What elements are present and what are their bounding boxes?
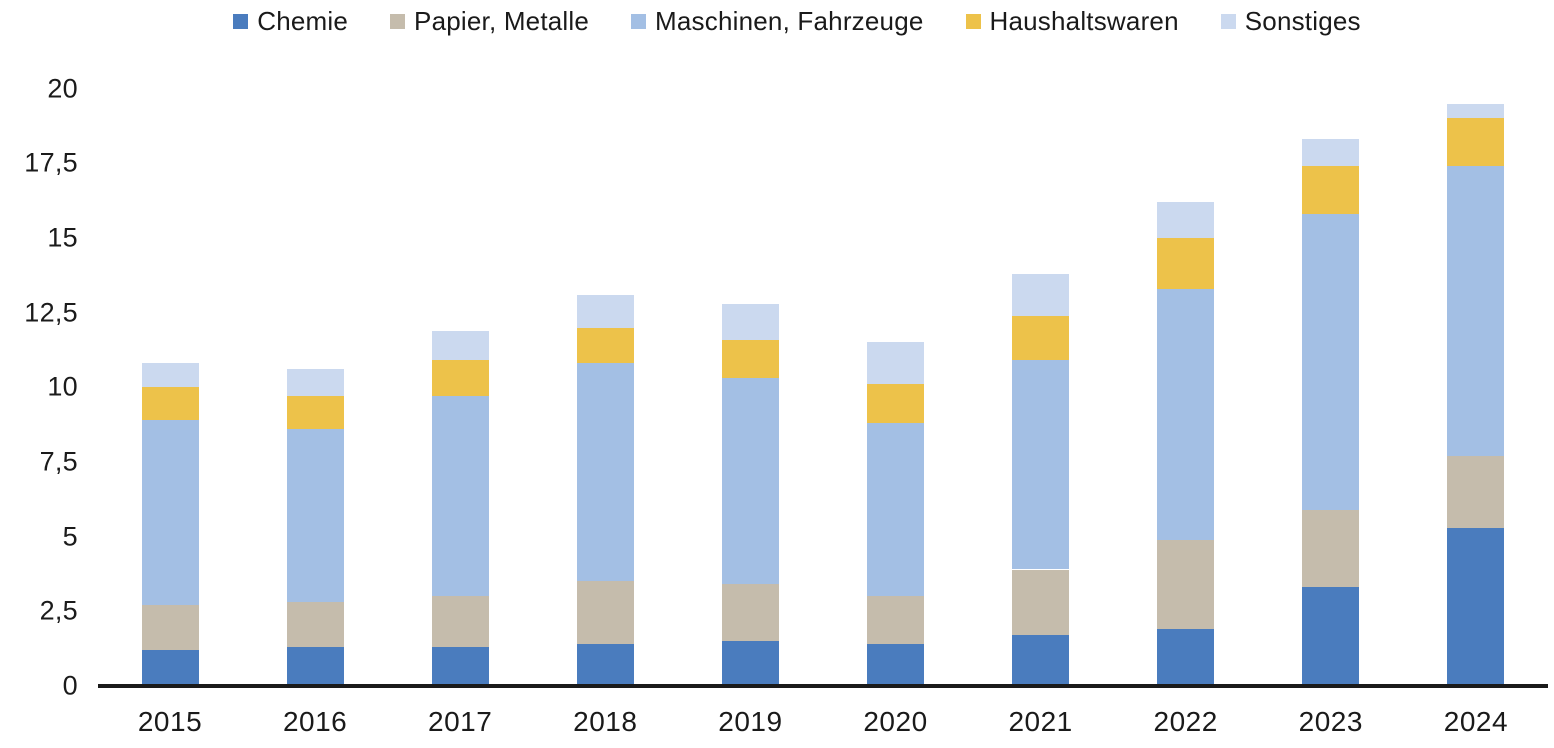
- bar-2022-segment-papier-metalle: [1157, 539, 1215, 630]
- bar-2023-segment-sonstiges: [1302, 139, 1360, 167]
- legend-swatch-icon: [965, 14, 981, 29]
- bar-2017-segment-chemie: [431, 647, 489, 686]
- bar-2023-segment-maschinen-fahrzeuge: [1302, 214, 1360, 510]
- bar-2024-segment-maschinen-fahrzeuge: [1447, 166, 1505, 456]
- y-axis-tick-label-10: 10: [47, 371, 78, 402]
- bar-2024-segment-papier-metalle: [1447, 456, 1505, 528]
- legend-item-sonstiges: Sonstiges: [1220, 6, 1361, 37]
- bar-2020-segment-chemie: [867, 644, 924, 686]
- bar-2018-segment-chemie: [576, 644, 634, 686]
- x-axis-label-2022: 2022: [1153, 706, 1218, 737]
- bar-2021-segment-haushaltswaren: [1012, 315, 1070, 361]
- bar-2016-segment-haushaltswaren: [286, 396, 344, 430]
- bar-2017-segment-papier-metalle: [431, 596, 489, 648]
- bar-2016-segment-maschinen-fahrzeuge: [286, 429, 344, 603]
- x-axis-label-2021: 2021: [1008, 706, 1073, 737]
- bar-2019-segment-haushaltswaren: [721, 339, 779, 379]
- y-axis-tick-label-0: 0: [62, 670, 78, 701]
- bar-2019-segment-papier-metalle: [721, 584, 779, 642]
- bar-2020-segment-sonstiges: [867, 342, 924, 385]
- x-axis-line: [98, 684, 1548, 688]
- x-axis-label-2018: 2018: [573, 706, 638, 737]
- bar-2023-segment-haushaltswaren: [1302, 166, 1360, 215]
- bar-2020-segment-papier-metalle: [867, 596, 924, 645]
- bar-2022-segment-haushaltswaren: [1157, 237, 1215, 289]
- bar-2022-segment-maschinen-fahrzeuge: [1157, 288, 1215, 540]
- bar-2018-segment-papier-metalle: [576, 581, 634, 645]
- x-axis-label-2019: 2019: [718, 706, 783, 737]
- bar-2024-segment-haushaltswaren: [1447, 118, 1505, 167]
- legend-swatch-icon: [1220, 14, 1236, 29]
- y-axis-tick-label-12-5: 12,5: [24, 297, 78, 328]
- bar-2021-segment-sonstiges: [1012, 273, 1070, 316]
- bar-2018-segment-sonstiges: [576, 294, 634, 328]
- chart-legend: Chemie Papier, Metalle Maschinen, Fahrzeug…: [40, 6, 1554, 37]
- x-axis-label-2015: 2015: [137, 706, 203, 737]
- x-axis-label-2016: 2016: [282, 706, 348, 737]
- legend-item-haushaltswaren: Haushaltswaren: [965, 6, 1179, 37]
- bar-2015-segment-sonstiges: [141, 363, 199, 388]
- bar-2023-segment-chemie: [1302, 587, 1360, 686]
- bar-2018-segment-haushaltswaren: [576, 327, 634, 364]
- bar-2020-segment-haushaltswaren: [867, 384, 924, 424]
- bar-2017-segment-sonstiges: [431, 330, 489, 361]
- legend-item-maschinen-fahrzeuge: Maschinen, Fahrzeuge: [631, 6, 923, 37]
- bar-2017-segment-maschinen-fahrzeuge: [431, 396, 489, 597]
- bar-2016-segment-papier-metalle: [286, 602, 344, 648]
- legend-label: Haushaltswaren: [989, 6, 1179, 36]
- x-axis-label-2017: 2017: [428, 706, 493, 737]
- bar-2024-segment-chemie: [1447, 527, 1505, 686]
- y-axis-tick-label-17-5: 17,5: [24, 147, 78, 178]
- legend-swatch-icon: [631, 14, 647, 29]
- bar-2021-segment-maschinen-fahrzeuge: [1012, 360, 1070, 570]
- x-axis-label-2024: 2024: [1443, 706, 1509, 737]
- bar-2022-segment-chemie: [1157, 629, 1215, 686]
- bar-2021-segment-papier-metalle: [1012, 569, 1070, 636]
- legend-item-papier-metalle: Papier, Metalle: [390, 6, 589, 37]
- bar-2019-segment-sonstiges: [721, 303, 779, 340]
- bar-2015-segment-chemie: [141, 650, 199, 686]
- y-axis-tick-label-7-5: 7,5: [39, 446, 78, 477]
- x-axis-label-2023: 2023: [1298, 706, 1363, 737]
- bar-2015-segment-maschinen-fahrzeuge: [141, 420, 199, 606]
- x-axis-label-2020: 2020: [863, 706, 928, 737]
- bar-2022-segment-sonstiges: [1157, 202, 1215, 238]
- y-axis-tick-label-15: 15: [47, 222, 78, 253]
- legend-swatch-icon: [390, 14, 406, 29]
- bar-2017-segment-haushaltswaren: [431, 360, 489, 397]
- bar-2015-segment-papier-metalle: [141, 605, 199, 651]
- legend-label: Chemie: [257, 6, 349, 36]
- bar-2015-segment-haushaltswaren: [141, 387, 199, 421]
- bar-2018-segment-maschinen-fahrzeuge: [576, 363, 634, 582]
- bar-2024-segment-sonstiges: [1447, 103, 1505, 119]
- legend-swatch-icon: [233, 14, 249, 29]
- bar-2020-segment-maschinen-fahrzeuge: [867, 423, 924, 597]
- bar-2019-segment-chemie: [721, 641, 779, 686]
- y-axis-tick-label-2-5: 2,5: [39, 595, 78, 626]
- bar-2016-segment-sonstiges: [286, 369, 344, 397]
- legend-label: Maschinen, Fahrzeuge: [655, 6, 924, 36]
- bar-2019-segment-maschinen-fahrzeuge: [721, 378, 779, 585]
- legend-item-chemie: Chemie: [233, 6, 348, 37]
- y-axis-tick-label-20: 20: [47, 73, 78, 104]
- bar-2016-segment-chemie: [286, 647, 344, 686]
- legend-label: Papier, Metalle: [414, 6, 590, 36]
- legend-label: Sonstiges: [1244, 6, 1361, 36]
- bar-2023-segment-papier-metalle: [1302, 509, 1360, 588]
- bar-2021-segment-chemie: [1012, 635, 1070, 686]
- y-axis-tick-label-5: 5: [62, 521, 78, 552]
